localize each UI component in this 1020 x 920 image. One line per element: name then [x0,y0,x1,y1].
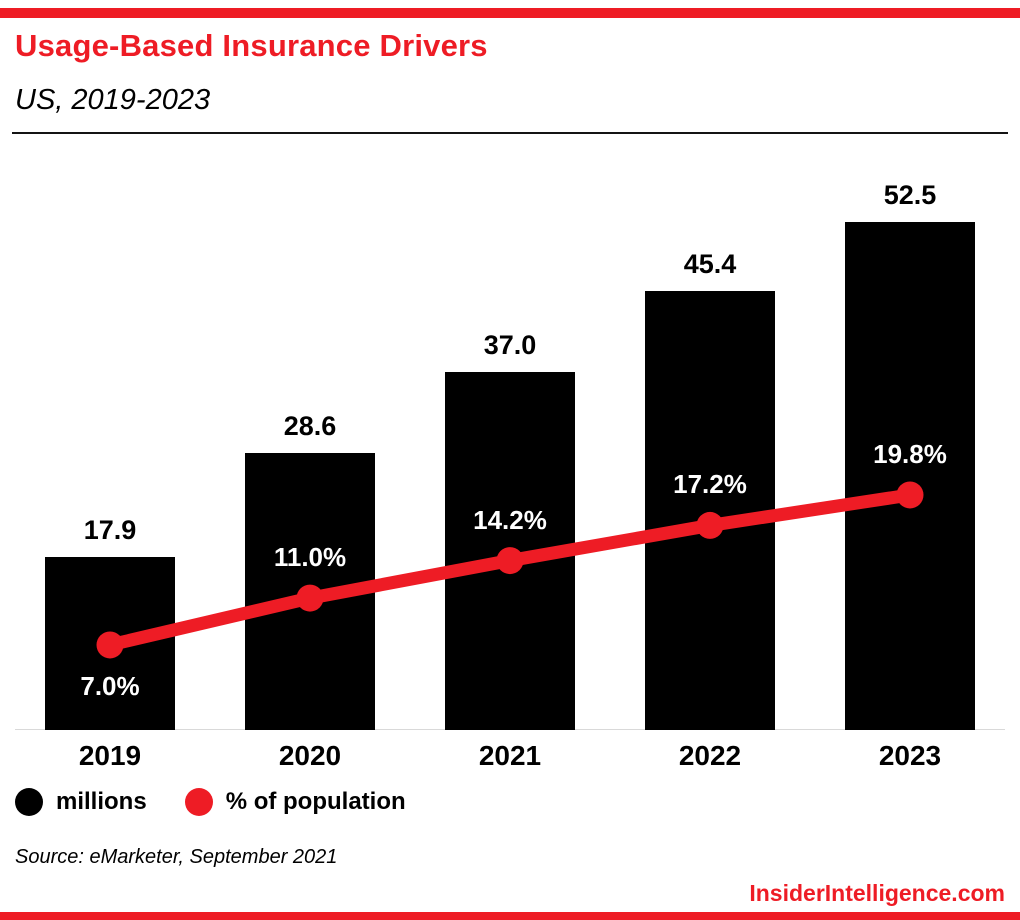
bar-2022 [645,291,775,730]
legend-label: % of population [225,788,406,815]
bar-2021 [445,372,575,730]
line-value-label: 11.0% [273,542,347,573]
bar-value-label: 17.9 [83,515,137,545]
header-divider [12,132,1008,134]
bar-2019 [45,557,175,730]
bar-2023 [845,222,975,730]
x-axis-label: 2019 [78,740,142,771]
x-axis-label: 2021 [478,740,542,771]
bar-value-label: 37.0 [483,330,537,360]
line-value-label: 7.0% [80,670,140,701]
legend-item: millions [15,788,147,816]
line-value-label: 14.2% [473,504,547,535]
bar-value-label: 28.6 [283,411,337,441]
legend-label: millions [56,788,147,815]
chart-subtitle: US, 2019-2023 [15,84,211,116]
bottom-accent-strip [0,912,1020,920]
x-axis-label: 2020 [278,740,342,771]
x-axis-label: 2023 [878,740,942,771]
legend-swatch-icon [15,788,43,816]
brand-link: InsiderIntelligence.com [749,880,1005,906]
line-value-label: 19.8% [873,438,947,469]
bar-2020 [245,453,375,730]
legend-swatch-icon [184,788,213,816]
x-axis-label: 2022 [678,740,742,771]
legend-item: % of population [184,788,406,816]
bar-value-label: 45.4 [683,249,737,279]
source-note: Source: eMarketer, September 2021 [15,846,338,868]
line-value-label: 17.2% [673,469,747,500]
bar-value-label: 52.5 [883,180,937,210]
chart-title: Usage-Based Insurance Drivers [15,28,488,63]
top-accent-strip [0,8,1020,18]
legend: millions % of population [15,788,406,816]
